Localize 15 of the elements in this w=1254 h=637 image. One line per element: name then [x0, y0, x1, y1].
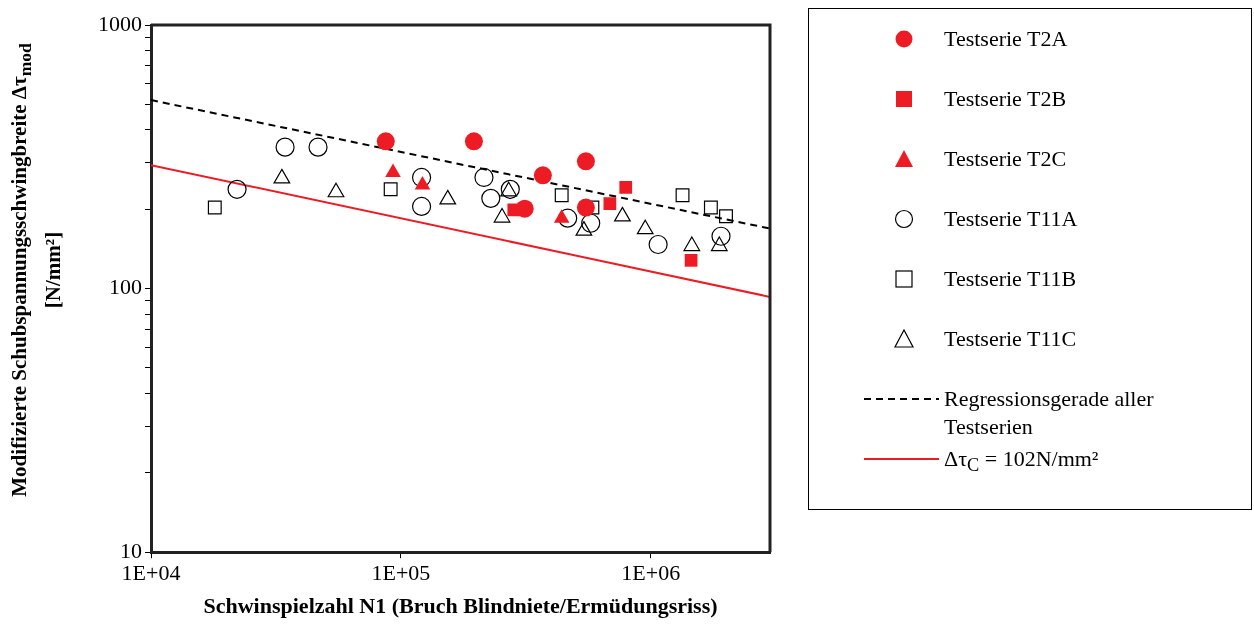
y-tick-label: 100: [109, 274, 142, 300]
legend-label: Testserie T11C: [944, 325, 1078, 353]
legend-label: Testserie T2B: [944, 85, 1068, 113]
legend-label: Testserie T2A: [944, 25, 1069, 53]
x-tick-label: 1E+05: [371, 560, 431, 586]
y-tick-label: 1000: [98, 10, 142, 36]
x-axis-title: Schwinspielzahl N1 (Bruch Blindniete/Ermüdungsriss): [203, 593, 718, 619]
legend-label: Testserie T11A: [944, 205, 1079, 233]
legend-label: Δτ$_{C}$ = 102N/mm²: [944, 445, 1100, 478]
legend-label: Testserie T11B: [944, 265, 1078, 293]
x-tick-label: 1E+04: [121, 560, 181, 586]
y-tick-label: 10: [120, 537, 142, 563]
legend-label: Testserie T2C: [944, 145, 1068, 173]
x-tick-label: 1E+06: [621, 560, 681, 586]
legend-label: Regressionsgerade aller Testserien: [944, 385, 1155, 441]
